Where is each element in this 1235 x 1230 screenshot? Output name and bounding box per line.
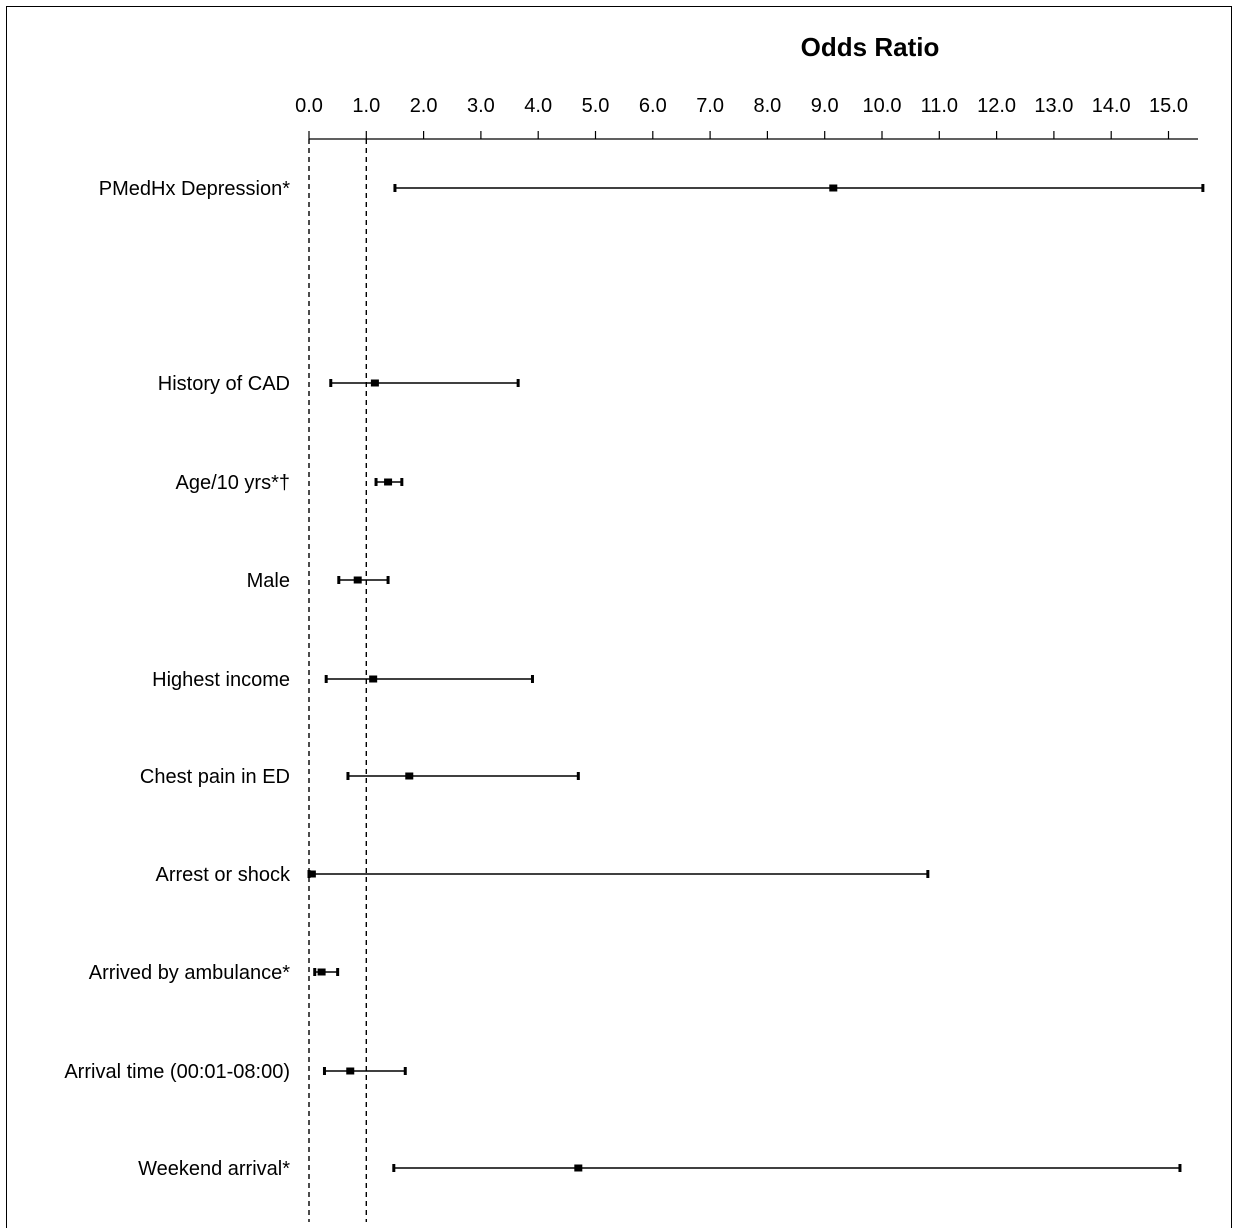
odds-ratio-point [369,675,378,683]
x-tick-label: 0.0 [295,95,323,117]
row-label: Weekend arrival* [138,1158,290,1180]
row-label: PMedHx Depression* [99,178,290,200]
row-label: Arrived by ambulance* [89,962,290,984]
x-tick-label: 5.0 [582,95,610,117]
odds-ratio-point [353,576,362,584]
x-tick-label: 7.0 [696,95,724,117]
row-label: Arrest or shock [156,864,291,886]
odds-ratio-point [384,478,393,486]
odds-ratio-point [317,968,326,976]
odds-ratio-point [829,184,838,192]
odds-ratio-point [307,870,316,878]
x-tick-label: 8.0 [753,95,781,117]
x-tick-label: 12.0 [977,95,1016,117]
x-tick-label: 14.0 [1092,95,1131,117]
x-tick-label: 15.0 [1149,95,1188,117]
forest-row: Male [247,570,390,592]
x-tick-label: 3.0 [467,95,495,117]
chart-title: Odds Ratio [801,32,940,62]
x-tick-label: 9.0 [811,95,839,117]
odds-ratio-point [574,1164,583,1172]
x-tick-label: 1.0 [352,95,380,117]
x-tick-label: 13.0 [1034,95,1073,117]
forest-rows: PMedHx Depression* History of CAD Age/10 y… [64,178,1205,1180]
odds-ratio-point [346,1067,355,1075]
row-label: History of CAD [158,373,290,395]
forest-row: Arrival time (00:01-08:00) [64,1061,407,1083]
x-tick-label: 2.0 [410,95,438,117]
forest-row: Arrest or shock [156,864,930,886]
forest-row: Weekend arrival* [138,1158,1182,1180]
chart-frame [6,6,1232,1228]
row-label: Highest income [152,669,290,691]
odds-ratio-point [370,379,379,387]
forest-row: Age/10 yrs*† [175,472,404,494]
row-label: Chest pain in ED [140,766,290,788]
row-label: Age/10 yrs*† [175,472,290,494]
row-label: Arrival time (00:01-08:00) [64,1061,290,1083]
x-tick-label: 6.0 [639,95,667,117]
x-tick-label: 10.0 [863,95,902,117]
forest-row: Highest income [152,669,534,691]
x-tick-label: 11.0 [921,95,958,117]
row-label: Male [247,570,290,592]
forest-row: Arrived by ambulance* [89,962,340,984]
forest-row: PMedHx Depression* [99,178,1205,200]
reference-lines [308,139,367,1222]
forest-row: Chest pain in ED [140,766,580,788]
odds-ratio-point [405,772,414,780]
x-tick-label: 4.0 [524,95,552,117]
x-axis: 0.0 1.0 2.0 3.0 4.0 5.0 6.0 7.0 8.0 9.0 10.0 11.0 12… [295,95,1198,140]
forest-row: History of CAD [158,373,520,395]
